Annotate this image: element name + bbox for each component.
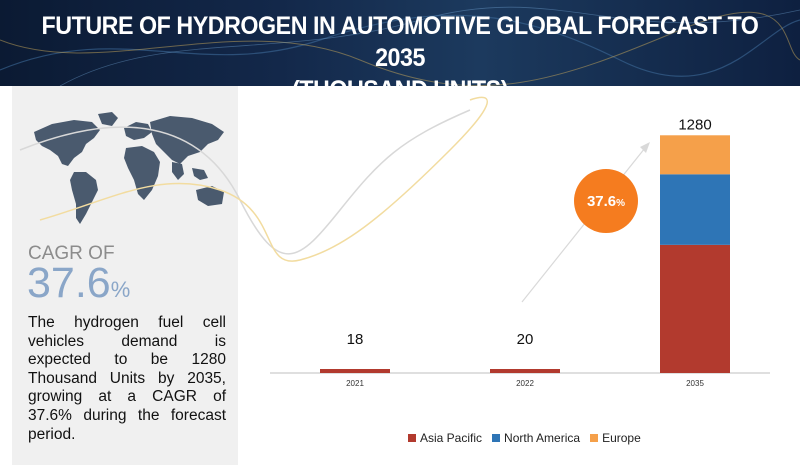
title-line-2: (THOUSAND UNITS): [28, 74, 772, 86]
bar-2035-asia-pacific: [660, 244, 730, 373]
summary-description: The hydrogen fuel cell vehicles demand i…: [28, 314, 226, 443]
data-label-2035: 1280: [678, 116, 711, 133]
legend-swatch: [492, 434, 501, 442]
x-tick-label-2022: 2022: [516, 379, 534, 388]
cagr-unit: %: [110, 277, 131, 302]
cagr-bubble-number: 37.6: [587, 193, 616, 210]
decorative-curve-gray: [19, 109, 471, 255]
legend-item-europe: Europe: [590, 431, 641, 445]
legend-label: Asia Pacific: [420, 431, 483, 445]
cagr-bubble: [574, 169, 638, 233]
growth-arrow-head: [640, 142, 650, 153]
header-banner: FUTURE OF HYDROGEN IN AUTOMOTIVE GLOBAL …: [0, 0, 800, 86]
header-decoration: [0, 6, 800, 86]
legend-label: Europe: [602, 431, 641, 445]
data-label-2021: 18: [347, 331, 364, 348]
bar-2035-north-america: [660, 174, 730, 245]
data-label-2022: 20: [517, 331, 534, 348]
legend-label: North America: [504, 431, 581, 445]
bar-2022-asia-pacific: [490, 369, 560, 373]
cagr-number: 37.6: [27, 259, 111, 307]
legend-swatch: [590, 434, 599, 442]
bar-2035-europe: [660, 135, 730, 175]
cagr-bubble-label: 37.6%: [587, 193, 625, 210]
x-tick-label-2021: 2021: [346, 379, 364, 388]
page-title: FUTURE OF HYDROGEN IN AUTOMOTIVE GLOBAL …: [28, 10, 772, 86]
title-line-1: FUTURE OF HYDROGEN IN AUTOMOTIVE GLOBAL …: [41, 12, 759, 72]
cagr-bubble-unit: %: [616, 198, 625, 209]
summary-panel: [12, 86, 238, 465]
legend-item-asia-pacific: Asia Pacific: [408, 431, 482, 445]
cagr-label: CAGR OF: [28, 243, 115, 264]
decorative-curve-gold: [39, 96, 488, 262]
x-tick-label-2035: 2035: [686, 379, 704, 388]
legend-swatch: [408, 434, 416, 442]
bar-2021-asia-pacific: [320, 369, 390, 373]
growth-arrow-line: [521, 147, 646, 303]
chart-legend: Asia Pacific North America Europe: [408, 431, 641, 445]
legend-item-north-america: North America: [492, 431, 580, 445]
cagr-value: 37.6%: [27, 259, 130, 314]
